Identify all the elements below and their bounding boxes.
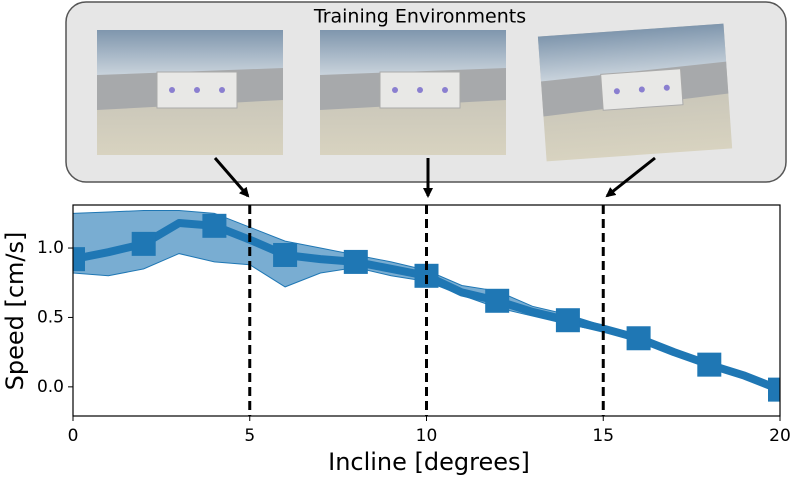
marker	[768, 377, 780, 402]
arrow	[213, 157, 250, 198]
marker	[73, 247, 85, 272]
x-tick-label: 0	[68, 426, 79, 446]
env-image	[319, 29, 507, 156]
env-image	[96, 29, 284, 156]
y-tick-label: 1.0	[37, 238, 64, 258]
env-image	[537, 23, 733, 162]
y-axis-label: Speed [cm/s]	[1, 232, 29, 391]
marker	[343, 249, 368, 274]
panel-title: Training Environments	[313, 6, 526, 28]
marker	[697, 352, 722, 377]
x-axis-label: Incline [degrees]	[328, 448, 530, 476]
x-tick-label: 20	[769, 426, 791, 446]
marker	[485, 288, 510, 313]
y-tick-label: 0.0	[37, 377, 64, 397]
x-tick-label: 10	[416, 426, 438, 446]
arrow	[605, 156, 656, 198]
marker	[555, 308, 580, 333]
x-tick-label: 5	[244, 426, 255, 446]
x-tick-label: 15	[592, 426, 614, 446]
marker	[273, 242, 298, 267]
marker	[202, 213, 227, 238]
marker	[131, 231, 156, 256]
y-tick-label: 0.5	[37, 307, 64, 327]
marker	[626, 326, 651, 351]
